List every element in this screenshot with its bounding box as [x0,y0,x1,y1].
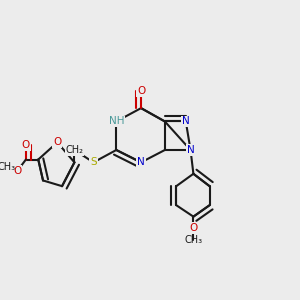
Text: O: O [189,223,197,233]
Text: CH₃: CH₃ [184,236,202,245]
Text: O: O [22,140,30,150]
Text: N: N [187,145,194,155]
Text: O: O [53,137,61,147]
Text: N: N [137,158,145,167]
Text: O: O [13,166,22,176]
Text: CH₃: CH₃ [0,162,16,172]
Text: CH₂: CH₂ [65,145,83,155]
Text: N: N [182,116,190,126]
Text: O: O [137,86,145,96]
Text: NH: NH [109,116,124,126]
Text: S: S [90,158,97,167]
